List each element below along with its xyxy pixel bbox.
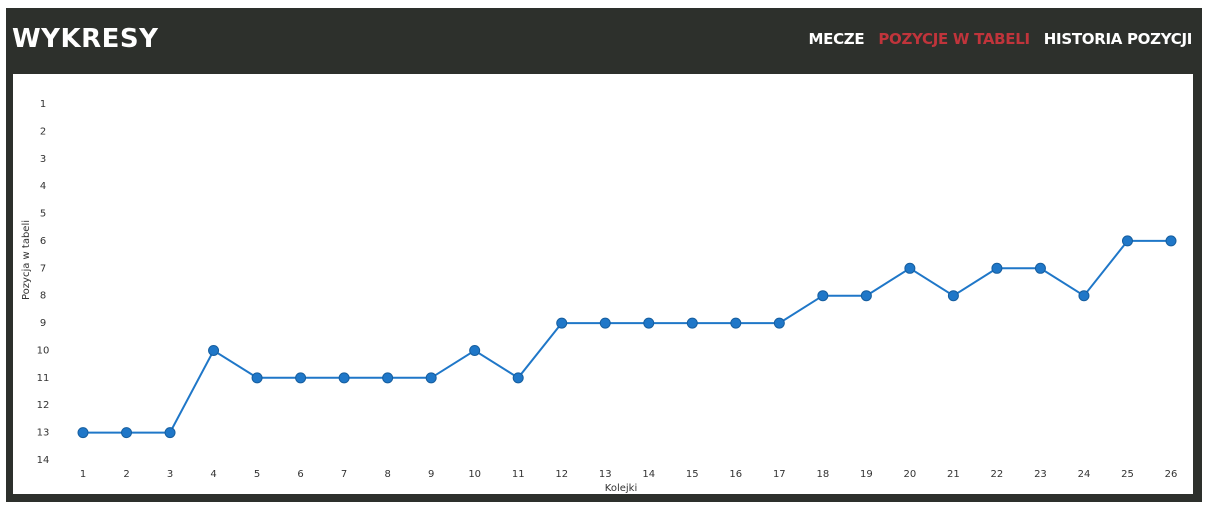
data-point[interactable]	[425, 372, 437, 384]
x-tick-label: 21	[947, 469, 960, 480]
x-tick-label: 18	[816, 469, 829, 480]
y-tick-label: 8	[40, 291, 46, 302]
y-tick-label: 7	[40, 263, 46, 274]
data-point[interactable]	[1165, 235, 1177, 247]
data-point[interactable]	[730, 317, 742, 329]
data-point[interactable]	[599, 317, 611, 329]
x-tick-label: 13	[599, 469, 612, 480]
x-tick-label: 23	[1034, 469, 1047, 480]
x-tick-label: 3	[167, 469, 173, 480]
y-tick-label: 14	[37, 455, 50, 466]
x-tick-label: 8	[384, 469, 390, 480]
x-tick-label: 25	[1121, 469, 1134, 480]
x-tick-label: 12	[555, 469, 568, 480]
x-tick-label: 24	[1078, 469, 1091, 480]
panel-title: WYKRESY	[12, 24, 159, 54]
x-tick-label: 6	[297, 469, 303, 480]
y-tick-label: 3	[40, 154, 46, 165]
data-point[interactable]	[991, 262, 1003, 274]
data-point[interactable]	[338, 372, 350, 384]
x-tick-label: 5	[254, 469, 260, 480]
data-point[interactable]	[77, 427, 89, 439]
data-point[interactable]	[1078, 290, 1090, 302]
panel-header: WYKRESY MECZE POZYCJE W TABELI HISTORIA …	[6, 8, 1202, 74]
y-tick-label: 6	[40, 236, 46, 247]
data-point[interactable]	[295, 372, 307, 384]
x-tick-label: 20	[904, 469, 917, 480]
y-tick-label: 2	[40, 126, 46, 137]
x-tick-label: 16	[729, 469, 742, 480]
y-tick-label: 11	[37, 373, 50, 384]
data-point[interactable]	[382, 372, 394, 384]
data-point[interactable]	[947, 290, 959, 302]
x-tick-label: 17	[773, 469, 786, 480]
data-point[interactable]	[904, 262, 916, 274]
x-tick-label: 19	[860, 469, 873, 480]
data-point[interactable]	[860, 290, 872, 302]
x-tick-label: 22	[991, 469, 1004, 480]
data-point[interactable]	[164, 427, 176, 439]
y-tick-label: 5	[40, 209, 46, 220]
y-axis-label: Pozycja w tabeli	[21, 220, 32, 300]
y-tick-label: 13	[37, 428, 50, 439]
chart-nav: MECZE POZYCJE W TABELI HISTORIA POZYCJI	[809, 30, 1193, 48]
x-axis-label: Kolejki	[605, 483, 637, 494]
data-point[interactable]	[773, 317, 785, 329]
data-point[interactable]	[251, 372, 263, 384]
x-tick-label: 4	[210, 469, 216, 480]
series-points	[77, 235, 1177, 439]
nav-historia-pozycji[interactable]: HISTORIA POZYCJI	[1043, 30, 1193, 48]
series-line	[83, 239, 1171, 434]
data-point[interactable]	[643, 317, 655, 329]
y-tick-label: 12	[37, 400, 50, 411]
x-tick-label: 11	[512, 469, 525, 480]
x-tick-label: 14	[642, 469, 655, 480]
data-point[interactable]	[1034, 262, 1046, 274]
data-point[interactable]	[469, 344, 481, 356]
data-point[interactable]	[512, 372, 524, 384]
y-tick-label: 4	[40, 181, 46, 192]
chart-panel: WYKRESY MECZE POZYCJE W TABELI HISTORIA …	[6, 8, 1202, 502]
nav-pozycje-w-tabeli[interactable]: POZYCJE W TABELI	[878, 30, 1030, 48]
x-tick-label: 1	[80, 469, 86, 480]
y-tick-label: 9	[40, 318, 46, 329]
data-point[interactable]	[1121, 235, 1133, 247]
data-point[interactable]	[817, 290, 829, 302]
data-point[interactable]	[686, 317, 698, 329]
x-tick-label: 10	[468, 469, 481, 480]
nav-mecze[interactable]: MECZE	[808, 30, 865, 48]
x-tick-label: 7	[341, 469, 347, 480]
y-tick-label: 10	[37, 345, 50, 356]
x-axis-ticks: 1 2 3 4 5 6 7 8 9 10 11 12 13 14 15 16 17 18 19 20 21 22 23 24 2…	[80, 469, 1178, 480]
data-point[interactable]	[556, 317, 568, 329]
chart-area: 1 2 3 4 5 6 7 8 9 10 11 12 13 14 1 2 3 4 5 6 7 8 9 10 11 12 13 14 1…	[13, 74, 1193, 494]
x-tick-label: 15	[686, 469, 699, 480]
x-tick-label: 2	[123, 469, 129, 480]
x-tick-label: 9	[428, 469, 434, 480]
y-tick-label: 1	[40, 99, 46, 110]
data-point[interactable]	[121, 427, 133, 439]
x-tick-label: 26	[1165, 469, 1178, 480]
data-point[interactable]	[208, 344, 220, 356]
